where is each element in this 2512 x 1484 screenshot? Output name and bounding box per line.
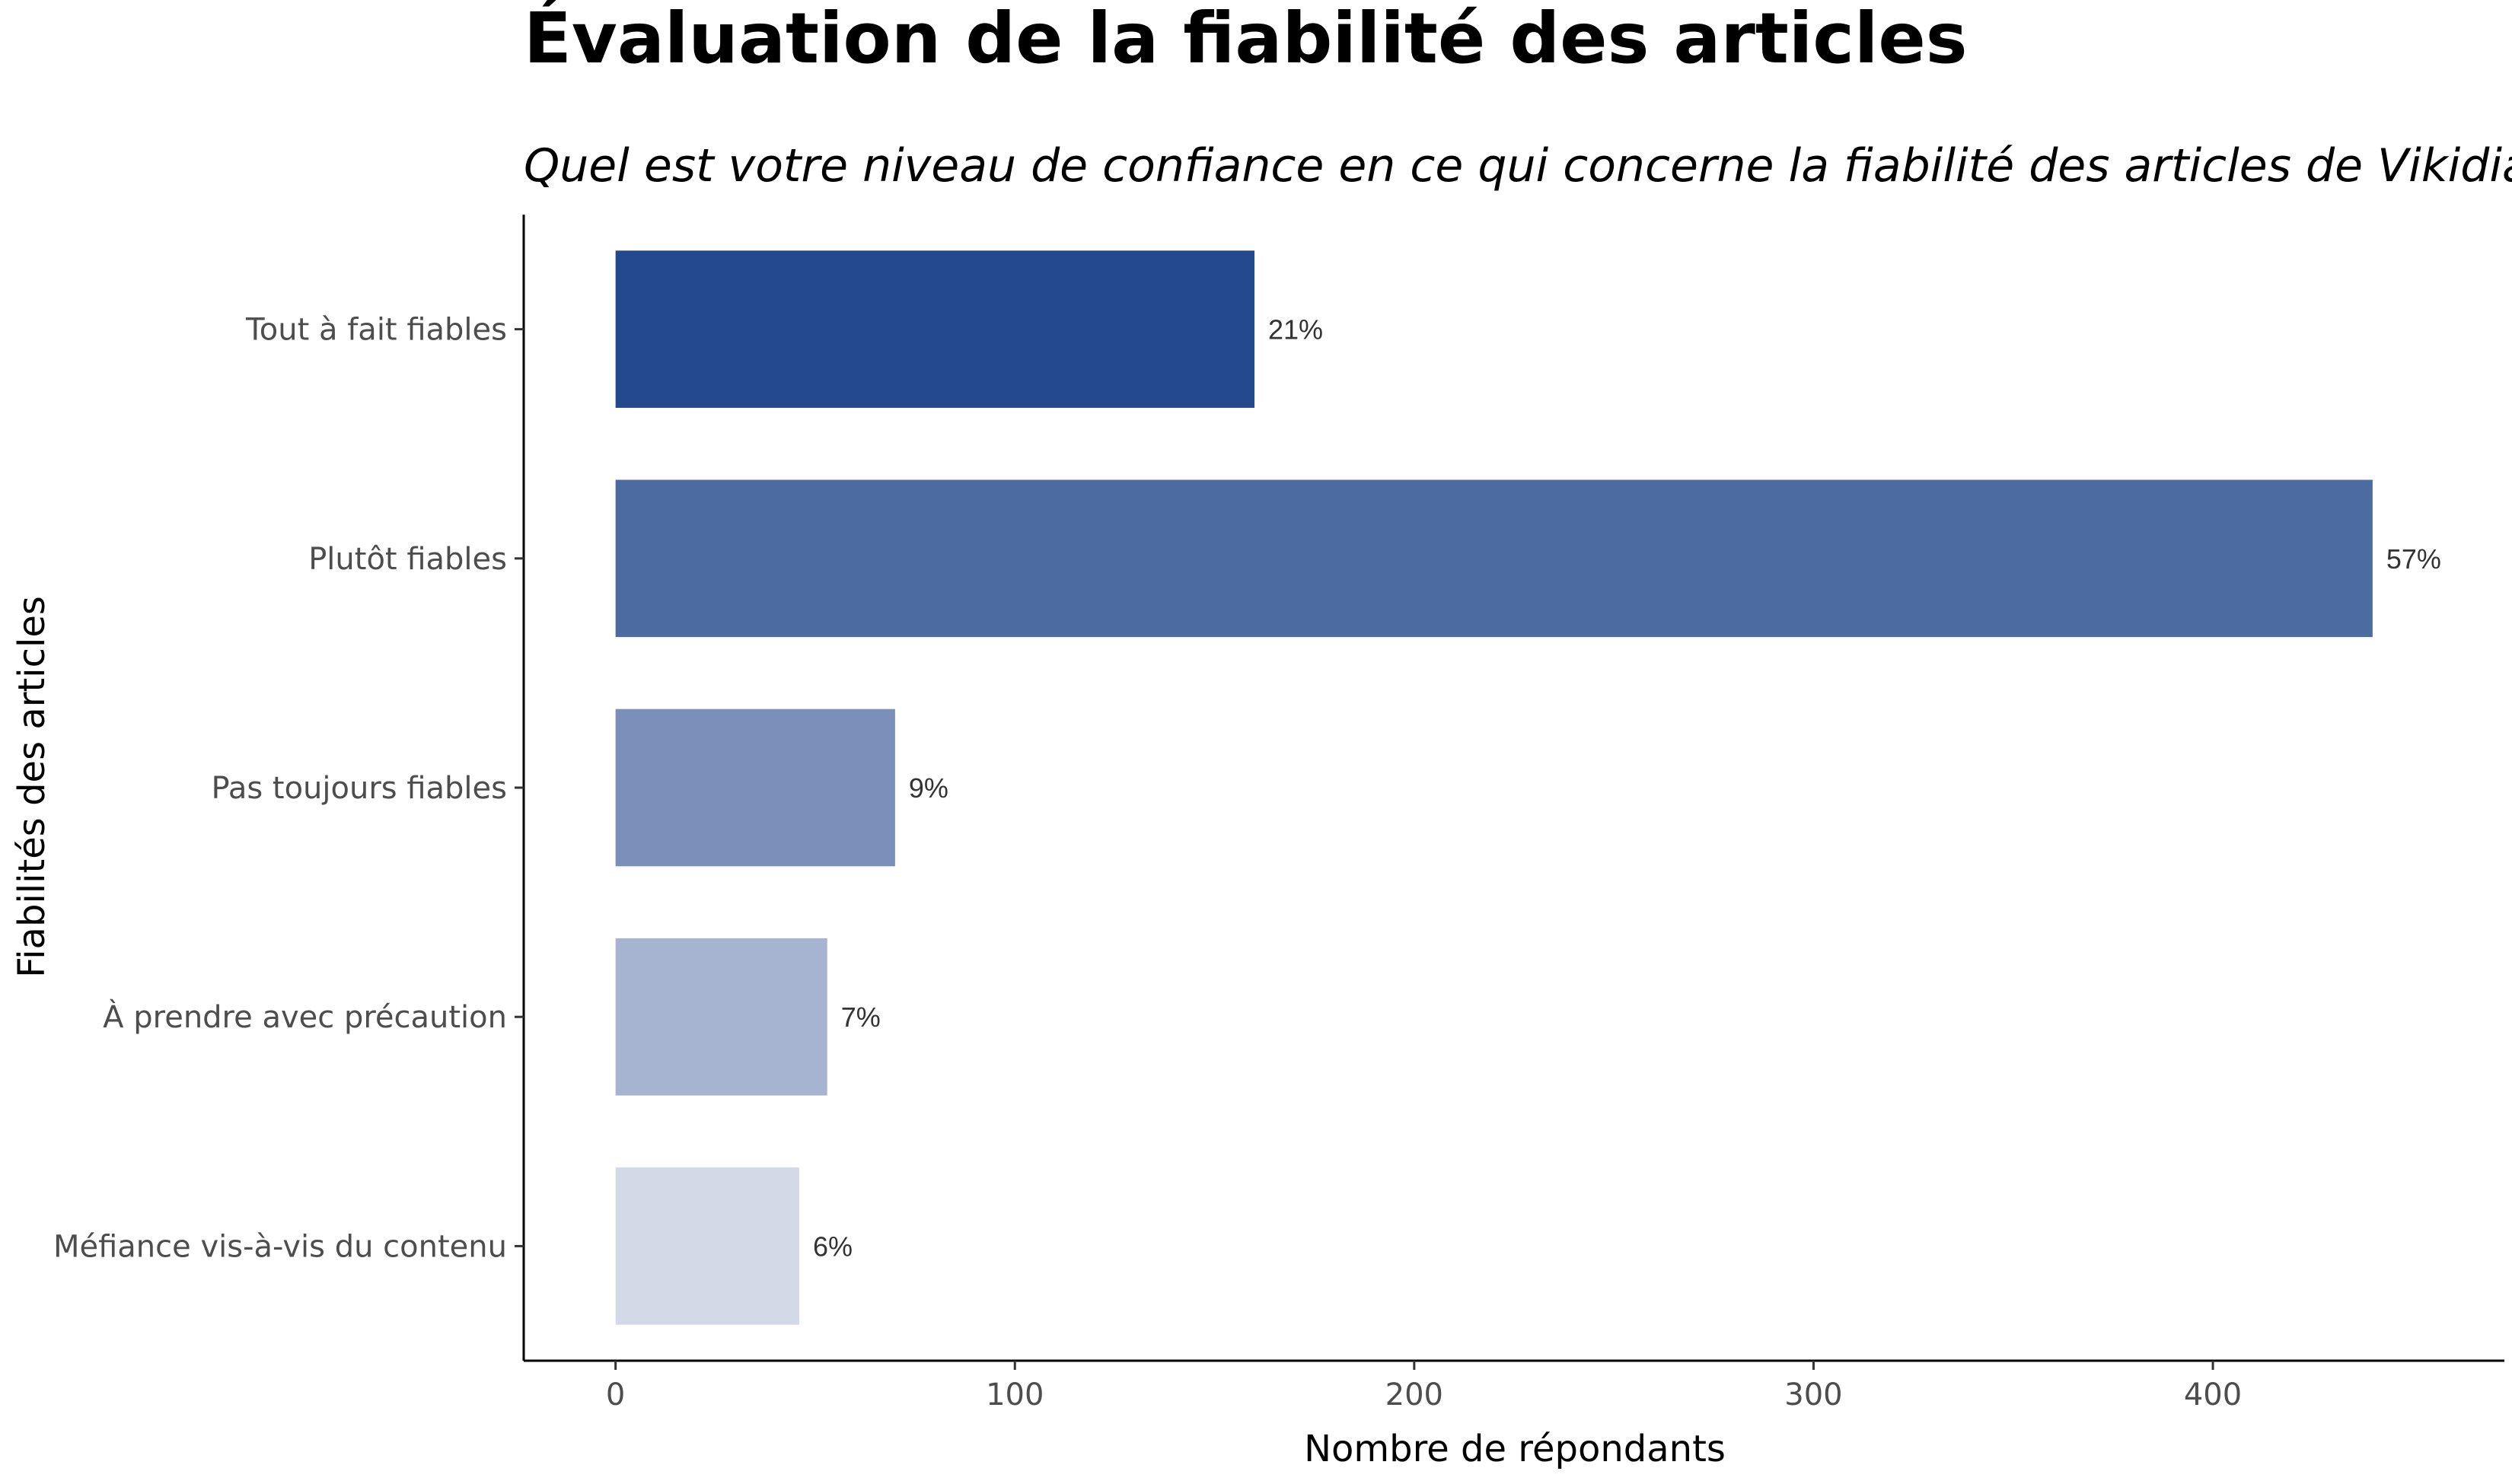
bar-1 <box>615 250 1255 408</box>
category-label: À prendre avec précaution <box>103 998 507 1035</box>
bar-2 <box>615 479 2373 638</box>
data-label: 21% <box>1268 314 1323 346</box>
x-tick-label: 300 <box>1784 1377 1842 1412</box>
x-tick-label: 400 <box>2184 1377 2242 1412</box>
x-tick-label: 100 <box>986 1377 1044 1412</box>
data-label: 9% <box>909 772 948 804</box>
x-tick-label: 0 <box>606 1377 625 1412</box>
chart-subtitle: Quel est votre niveau de confiance en ce… <box>524 139 2512 193</box>
category-label: Plutôt fiables <box>308 542 507 577</box>
category-label: Tout à fait fiables <box>245 313 507 348</box>
y-axis-title: Fiabilités des articles <box>11 596 53 978</box>
x-tick-label: 200 <box>1385 1377 1443 1412</box>
category-label: Pas toujours fiables <box>212 771 508 806</box>
bar-3 <box>615 709 895 867</box>
chart-title: Évaluation de la fiabilité des articles <box>524 0 1968 79</box>
data-label: 7% <box>841 1002 881 1033</box>
plot-area: 0 100 200 300 400 Tout à fait fiables 21% Plutô… <box>53 215 2504 1412</box>
category-label: Méfiance vis-à-vis du contenu <box>53 1229 507 1264</box>
x-axis-title: Nombre de répondants <box>1304 1428 1726 1470</box>
data-label: 6% <box>813 1231 853 1262</box>
bar-4 <box>615 938 827 1096</box>
data-label: 57% <box>2386 543 2441 575</box>
bar-5 <box>615 1167 799 1325</box>
